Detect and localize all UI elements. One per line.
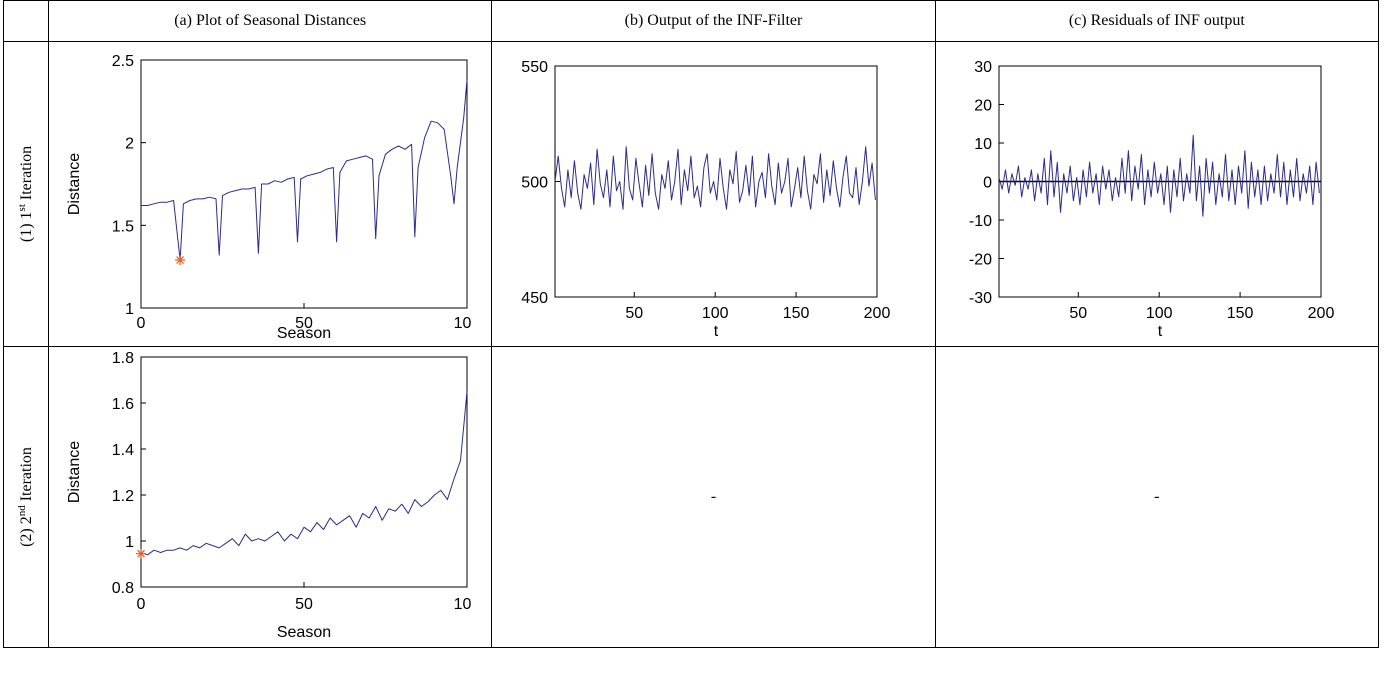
cell-a2: 0 50 100 0.8 1 1.2 1.4 1.6 1.8 Season Distance <box>47 346 493 648</box>
cell-b2: - <box>491 346 936 648</box>
x-axis-label: Season <box>277 624 331 641</box>
x-tick-label: 100 <box>702 305 729 322</box>
y-tick-label: -10 <box>969 213 992 230</box>
col-header-a: (a) Plot of Seasonal Distances <box>47 0 493 42</box>
y-tick-label: 1.2 <box>112 488 134 505</box>
y-axis-label: Distance <box>66 153 83 215</box>
x-tick-label: 150 <box>783 305 810 322</box>
cell-b1: 50 100 150 200 450 500 550 t <box>491 41 936 347</box>
plot-frame <box>140 356 468 588</box>
row-label-2: (2) 2nd Iteration <box>15 447 36 547</box>
chart-c1: 50 100 150 200 -30 -20 -10 0 10 20 30 t <box>969 59 1335 340</box>
x-tick-label: 50 <box>295 596 313 613</box>
x-tick-label: 100 <box>1145 305 1172 322</box>
cell-c1: 50 100 150 200 -30 -20 -10 0 10 20 30 t <box>934 41 1380 347</box>
row-header-2: (2) 2nd Iteration <box>3 346 49 648</box>
x-axis-label: t <box>1157 323 1162 340</box>
x-tick-label: 100 <box>454 596 472 613</box>
x-tick-label: 50 <box>1069 305 1087 322</box>
chart-a2: 0 50 100 0.8 1 1.2 1.4 1.6 1.8 Season Distance <box>66 350 472 641</box>
y-tick-label: 550 <box>522 59 549 76</box>
y-tick-label: 0 <box>983 175 992 192</box>
min-marker <box>136 548 146 559</box>
x-axis-label: Season <box>277 325 331 342</box>
y-tick-label: -20 <box>969 252 992 269</box>
y-tick-label: 1 <box>125 301 134 318</box>
empty-cell-b2: - <box>710 488 717 505</box>
y-tick-label: 1.8 <box>112 350 134 367</box>
y-tick-label: 20 <box>974 98 992 115</box>
y-tick-label: 0.8 <box>112 580 134 597</box>
cell-c2: - <box>934 346 1380 648</box>
series-line <box>998 134 1320 217</box>
y-tick-label: 1 <box>125 534 134 551</box>
x-tick-label: 150 <box>1226 305 1253 322</box>
min-marker <box>175 255 186 266</box>
y-tick-label: 1.4 <box>112 442 134 459</box>
y-tick-label: 1.6 <box>112 396 134 413</box>
x-tick-label: 200 <box>864 305 891 322</box>
y-tick-label: 500 <box>522 175 549 192</box>
y-tick-label: 2 <box>125 136 134 153</box>
figure-table: (a) Plot of Seasonal Distances (b) Outpu… <box>3 0 1380 648</box>
series-line <box>140 391 468 556</box>
cell-a1: 0 50 100 1 1.5 2 2.5 Season Distance <box>47 41 493 347</box>
x-tick-label: 200 <box>1307 305 1334 322</box>
row-label-1: (1) 1st Iteration <box>15 145 36 243</box>
col-header-b: (b) Output of the INF-Filter <box>491 0 936 42</box>
y-tick-label: 1.5 <box>112 218 134 235</box>
y-tick-label: 30 <box>974 59 992 76</box>
x-tick-label: 0 <box>137 596 146 613</box>
y-tick-label: 10 <box>974 136 992 153</box>
x-tick-label: 100 <box>454 315 472 332</box>
empty-cell-c2: - <box>1154 488 1160 505</box>
corner-cell <box>3 0 49 42</box>
x-axis-label: t <box>714 323 719 340</box>
x-tick-label: 50 <box>626 305 644 322</box>
x-tick-label: 0 <box>137 315 146 332</box>
y-tick-label: -30 <box>969 290 992 307</box>
series-line <box>141 79 468 261</box>
chart-a1: 0 50 100 1 1.5 2 2.5 Season Distance <box>66 53 472 342</box>
col-header-c: (c) Residuals of INF output <box>934 0 1380 42</box>
y-tick-label: 2.5 <box>112 53 134 70</box>
row-header-1: (1) 1st Iteration <box>3 41 49 347</box>
plot-frame <box>140 59 468 309</box>
series-line <box>554 146 877 210</box>
x-tick-label: 50 <box>295 315 313 332</box>
y-axis-label: Distance <box>66 441 83 503</box>
chart-b1: 50 100 150 200 450 500 550 t <box>522 59 891 340</box>
y-tick-label: 450 <box>522 290 549 307</box>
